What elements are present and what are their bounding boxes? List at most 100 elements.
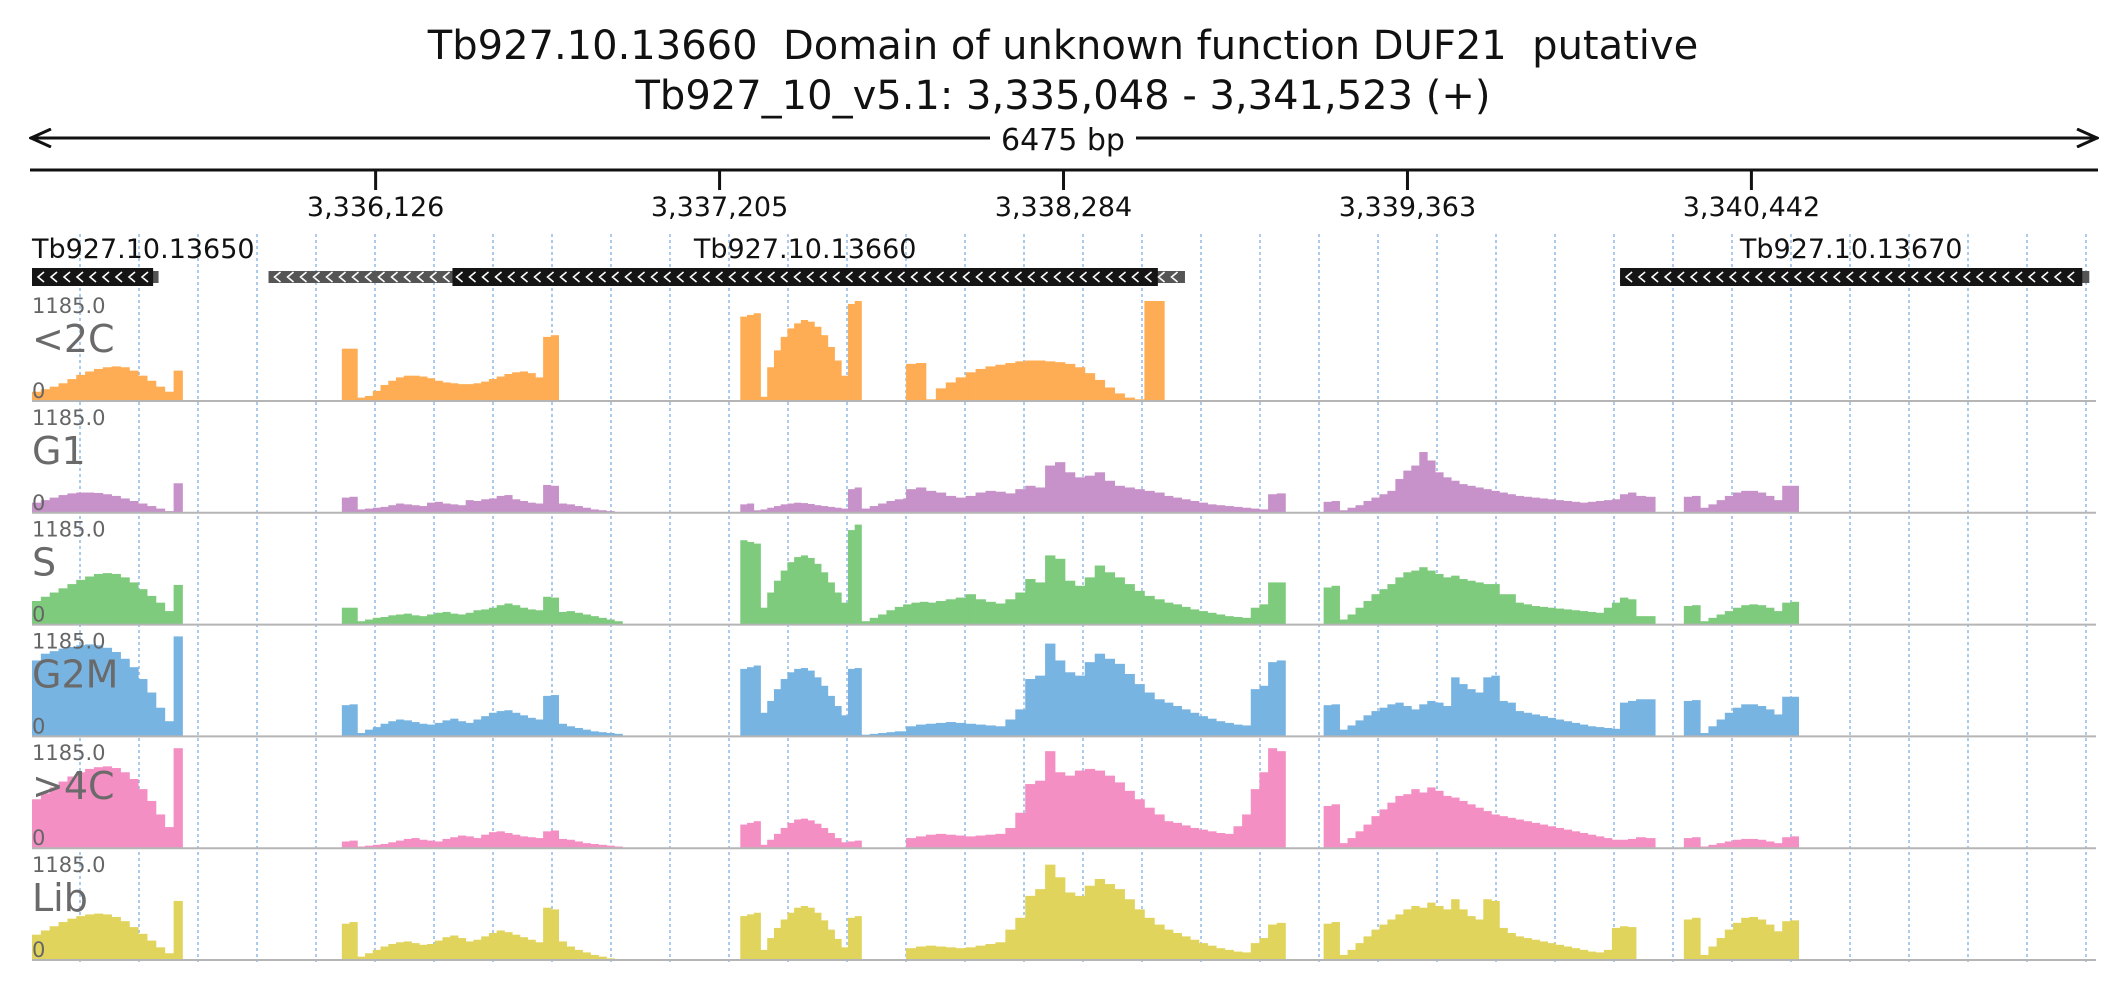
coverage-bar <box>1619 494 1629 513</box>
coverage-bar <box>1005 363 1016 401</box>
coverage-bar <box>1547 607 1557 625</box>
coverage-bar <box>1015 489 1026 513</box>
coverage-bar <box>1268 924 1278 960</box>
coverage-bar <box>915 487 927 513</box>
coverage-bar <box>1435 905 1444 960</box>
coverage-bar <box>388 842 397 849</box>
coverage-bar <box>164 827 175 849</box>
coverage-bar <box>40 596 51 625</box>
coverage-bar <box>1749 838 1759 849</box>
coverage-bar <box>49 592 59 625</box>
coverage-bar <box>527 609 536 625</box>
coverage-bar <box>780 570 788 625</box>
coverage-bar <box>1005 719 1016 737</box>
coverage-bar <box>1619 926 1629 960</box>
coverage-bar <box>780 919 788 960</box>
coverage-bar <box>1224 722 1234 737</box>
coverage-bar <box>129 582 139 625</box>
coverage-bar <box>1692 700 1701 737</box>
coverage-bar <box>1790 485 1799 513</box>
coverage-bar <box>1395 795 1404 849</box>
coverage-bar <box>1198 611 1208 625</box>
coverage-bar <box>102 914 113 960</box>
coverage-bar <box>1347 949 1356 960</box>
coverage-bar <box>1435 702 1444 737</box>
coverage-bar <box>1164 602 1174 625</box>
coverage-bar <box>847 303 856 401</box>
coverage-bar <box>481 716 490 737</box>
coverage-bar <box>1483 677 1492 737</box>
coverage-bar <box>1539 498 1549 513</box>
coverage-bar <box>1154 699 1165 737</box>
coverage-bar <box>1419 567 1428 625</box>
coverage-bar <box>598 617 607 625</box>
coverage-bar <box>1074 770 1086 849</box>
coverage-bar <box>129 927 139 960</box>
coverage-bar <box>1611 839 1621 849</box>
coverage-bar <box>120 658 130 737</box>
coverage-bar <box>1259 772 1269 849</box>
coverage-bar <box>1114 577 1125 625</box>
coverage-bar <box>1757 492 1767 513</box>
coverage-bar <box>1724 611 1734 625</box>
coverage-bar <box>1603 607 1613 625</box>
coverage-bar <box>1242 952 1252 960</box>
coverage-bar <box>841 602 849 625</box>
coverage-bar <box>1403 572 1412 625</box>
coverage-bar <box>794 819 802 849</box>
coverage-bar <box>1765 709 1775 737</box>
coverage-bar <box>512 712 521 737</box>
coverage-bar <box>372 949 381 960</box>
coverage-bar <box>807 503 815 513</box>
coverage-bar <box>512 834 521 849</box>
coverage-bar <box>1782 696 1791 737</box>
coverage-bar <box>1475 692 1484 737</box>
coverage-bar <box>1276 660 1286 737</box>
coverage-bar <box>945 947 957 960</box>
coverage-bar <box>388 615 397 625</box>
coverage-bar <box>1419 704 1428 737</box>
track-max-label: 1185.0 <box>32 294 105 318</box>
coverage-bar <box>566 611 575 625</box>
coverage-bar <box>1403 909 1412 960</box>
coverage-bar <box>1276 751 1286 849</box>
coverage-bar <box>1224 616 1234 625</box>
coverage-bar <box>566 726 575 737</box>
coverage-bar <box>1603 727 1613 737</box>
track-min-label: 0 <box>32 379 45 403</box>
coverage-bar <box>945 382 957 401</box>
track-name: S <box>32 541 56 585</box>
coverage-bar <box>1154 599 1165 625</box>
coverage-bar <box>1555 500 1565 513</box>
coverage-bar <box>1323 587 1333 625</box>
coverage-bar <box>357 509 366 513</box>
coverage-bar <box>426 724 436 737</box>
coverage-bar <box>1233 724 1243 737</box>
coverage-bar <box>1144 301 1155 401</box>
coverage-bar <box>120 577 130 625</box>
coverage-bar <box>1539 606 1549 625</box>
coverage-bar <box>411 838 420 849</box>
coverage-bar <box>85 914 95 960</box>
coverage-bar <box>1619 839 1629 849</box>
coverage-bar <box>1790 601 1799 625</box>
coverage-bar <box>869 733 879 737</box>
coverage-bar <box>1459 909 1468 960</box>
coverage-bar <box>1547 499 1557 513</box>
coverage-bar <box>67 584 77 625</box>
coverage-bar <box>111 366 121 401</box>
coverage-bar <box>372 390 381 401</box>
coverage-bar <box>925 604 937 625</box>
coverage-bar <box>906 838 917 849</box>
coverage-bar <box>800 503 808 513</box>
coverage-bar <box>32 799 42 849</box>
coverage-bar <box>787 672 795 737</box>
coverage-bar <box>365 729 374 737</box>
coverage-bar <box>1724 841 1734 849</box>
coverage-bar <box>1144 595 1155 625</box>
coverage-bar <box>67 379 77 401</box>
coverage-bar <box>1114 393 1125 401</box>
coverage-bar <box>1224 949 1234 960</box>
coverage-bar <box>1371 497 1380 513</box>
coverage-bar <box>975 368 986 401</box>
